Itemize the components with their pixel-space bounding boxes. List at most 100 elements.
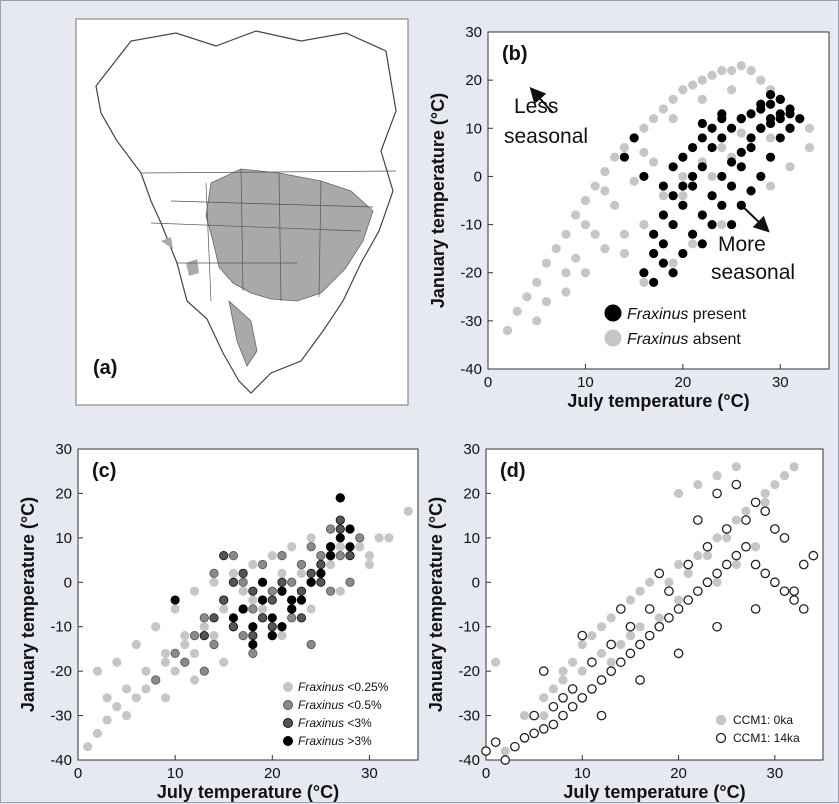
data-point [199,613,209,623]
data-point [131,639,141,650]
data-point [571,253,581,263]
x-tick-label: 0 [482,765,490,782]
data-point [765,152,776,162]
data-point [267,630,277,641]
data-point [189,630,200,641]
data-point [491,657,501,667]
legend-marker [715,732,727,744]
data-point [731,515,741,525]
data-point [257,595,268,605]
data-point [668,258,678,268]
y-tick-label: 0 [474,168,482,185]
data-point [335,515,345,525]
data-point [707,171,717,182]
data-point [287,595,297,605]
data-point [707,219,717,230]
data-point [654,621,665,632]
data-point [615,604,626,614]
data-point [306,604,316,614]
data-point [238,586,248,596]
data-point [610,200,620,210]
data-point [316,568,326,579]
data-point [590,229,600,239]
panel-c: 0 10 20 30 -40 -30 -20 -10 0 10 20 30 July temperatu… [18,441,419,802]
data-point [717,65,727,76]
data-point [571,210,581,220]
data-point [92,728,103,738]
data-point [789,462,799,472]
data-point [219,604,229,614]
y-tick-label: -20 [460,265,482,282]
data-point [678,85,688,95]
data-point [678,200,688,210]
data-point [209,568,219,579]
data-point [257,604,268,614]
data-point [629,133,639,143]
legend-entry: Fraxinus <0.25% [298,680,389,694]
series-fraxinus-present [619,89,805,287]
data-point [697,239,707,249]
data-point [228,613,239,623]
data-point [687,239,698,249]
data-point [702,541,713,552]
legend-entry: Fraxinus present [627,306,747,323]
panel-d: 0 10 20 30 -40 -30 -20 -10 0 10 20 30 July temperatu… [426,441,824,802]
data-point [765,89,776,100]
data-point [238,604,248,614]
data-point [561,229,571,239]
data-point [673,648,684,659]
series-fraxinus-3- [170,493,355,650]
data-point [746,133,756,143]
data-point [587,630,597,641]
legend-genus: Fraxinus [298,716,344,730]
data-point [750,604,761,614]
data-point [683,568,693,579]
data-point [596,710,607,721]
data-point [610,152,620,162]
data-point [678,191,688,201]
y-tick-label: 10 [55,530,72,547]
data-point [726,219,737,230]
legend-threshold: <0.5% [344,698,382,712]
data-point [577,692,588,703]
data-point [717,200,727,210]
data-point [325,551,336,561]
legend-status: absent [688,331,741,348]
data-point [692,586,703,597]
data-point [673,595,684,605]
data-point [325,542,336,552]
data-point [306,542,316,552]
legend-marker [283,718,293,728]
data-point [238,630,248,641]
data-point [519,732,530,743]
data-point [707,191,717,201]
panel-label: (d) [500,460,526,482]
data-point [267,595,277,605]
data-point [625,630,636,641]
annotation-text: More [718,233,766,256]
data-point [112,702,122,712]
data-point [141,666,151,676]
data-point [335,551,345,561]
data-point [678,171,688,182]
legend-threshold: <0.25% [344,680,389,694]
data-point [403,506,413,516]
data-point [561,287,571,297]
data-point [756,99,766,109]
data-point [639,277,649,287]
data-point [770,524,780,534]
data-point [717,219,727,230]
data-point [619,248,630,259]
data-point [558,692,568,703]
legend-entry: Fraxinus >3% [298,734,372,748]
data-point [736,147,746,157]
data-point [741,541,751,552]
data-point [750,559,761,570]
data-point [693,479,703,490]
y-tick-label: 20 [55,485,72,502]
data-point [687,229,698,239]
data-point [277,586,287,596]
data-point [364,551,375,561]
data-point [746,186,756,196]
data-point [726,123,737,133]
